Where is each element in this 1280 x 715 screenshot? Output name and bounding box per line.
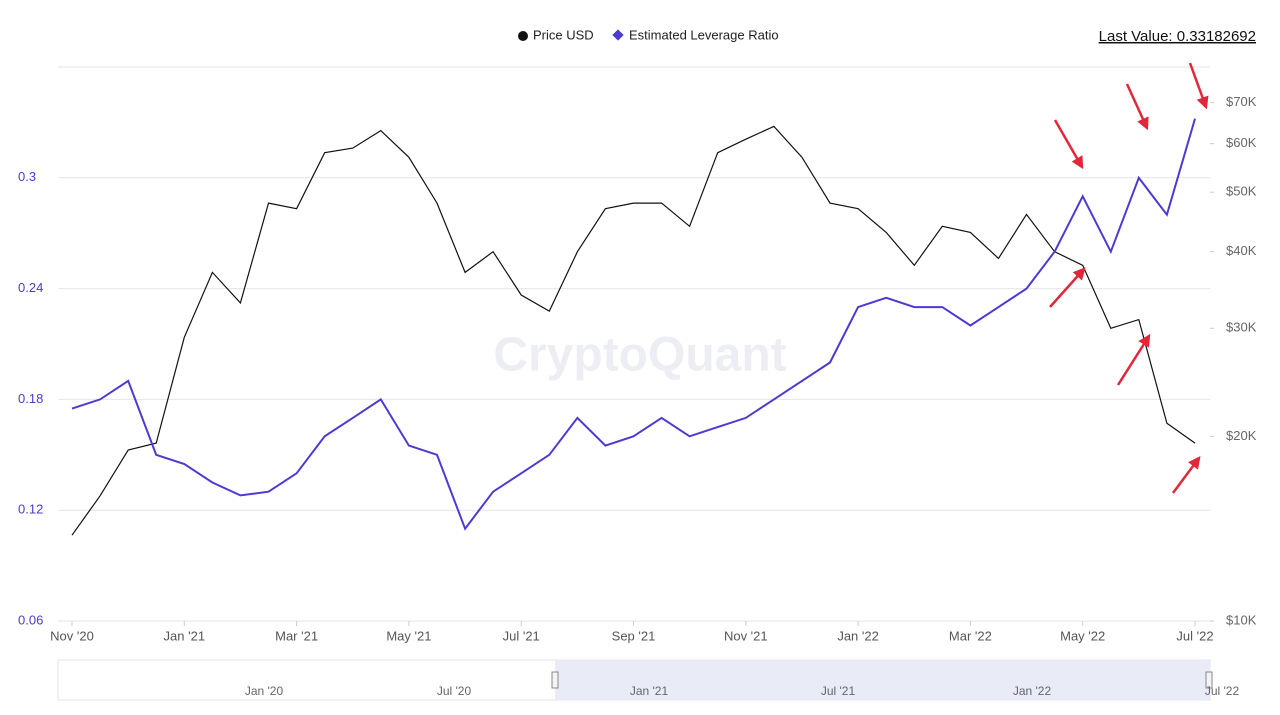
x-tick-label: May '21 <box>386 628 431 643</box>
y-tick-label: 0.3 <box>18 169 36 184</box>
arrow <box>1125 83 1149 131</box>
navigator-label: Jul '22 <box>1205 684 1240 698</box>
legend-label: Estimated Leverage Ratio <box>629 27 779 42</box>
x-tick-label: Nov '20 <box>50 628 94 643</box>
last-value: Last Value: 0.33182692 <box>1099 28 1256 45</box>
x-tick-label: Jan '21 <box>164 628 206 643</box>
legend-marker <box>518 31 528 41</box>
y-tick-label: 0.06 <box>18 612 43 627</box>
x-tick-label: Jul '22 <box>1176 628 1213 643</box>
navigator-handle[interactable] <box>551 671 559 689</box>
navigator-label: Jan '21 <box>630 684 669 698</box>
y2-tick-label: $60K <box>1226 135 1257 150</box>
arrow <box>1049 267 1086 308</box>
series-line <box>71 118 1196 531</box>
arrow <box>1188 62 1209 110</box>
x-tick-label: Mar '21 <box>275 628 318 643</box>
y2-tick-label: $40K <box>1226 243 1257 258</box>
arrow <box>1053 119 1084 170</box>
x-tick-label: May '22 <box>1060 628 1105 643</box>
y2-tick-label: $10K <box>1226 612 1257 627</box>
x-tick-label: Sep '21 <box>612 628 656 643</box>
y2-tick-label: $70K <box>1226 94 1257 109</box>
arrow <box>1171 455 1201 494</box>
y-tick-label: 0.12 <box>18 502 43 517</box>
x-tick-label: Mar '22 <box>949 628 992 643</box>
y2-tick-label: $20K <box>1226 428 1257 443</box>
legend-marker <box>612 29 624 41</box>
y-tick-label: 0.24 <box>18 280 43 295</box>
y2-tick-label: $30K <box>1226 320 1257 335</box>
watermark: CryptoQuant <box>493 329 786 382</box>
y2-tick-label: $50K <box>1226 184 1257 199</box>
navigator-label: Jul '20 <box>437 684 472 698</box>
x-tick-label: Jul '21 <box>503 628 540 643</box>
legend-label: Price USD <box>533 27 594 42</box>
navigator-handle[interactable] <box>1205 671 1213 689</box>
navigator[interactable] <box>57 659 1213 701</box>
navigator-label: Jul '21 <box>821 684 856 698</box>
x-tick-label: Nov '21 <box>724 628 768 643</box>
series-line <box>71 125 1196 536</box>
navigator-window[interactable] <box>555 660 1210 700</box>
navigator-label: Jan '22 <box>1013 684 1052 698</box>
navigator-label: Jan '20 <box>245 684 284 698</box>
annotation-arrows <box>1049 62 1209 494</box>
arrow <box>1116 333 1151 386</box>
x-tick-label: Jan '22 <box>837 628 879 643</box>
y-tick-label: 0.18 <box>18 391 43 406</box>
